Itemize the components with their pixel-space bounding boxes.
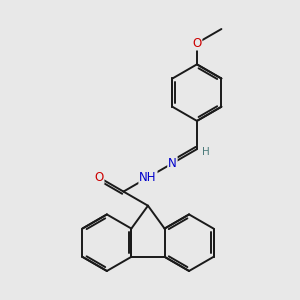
Text: H: H xyxy=(202,147,209,157)
Text: NH: NH xyxy=(139,171,157,184)
Text: N: N xyxy=(168,157,177,170)
Text: O: O xyxy=(94,171,103,184)
Text: O: O xyxy=(192,37,202,50)
